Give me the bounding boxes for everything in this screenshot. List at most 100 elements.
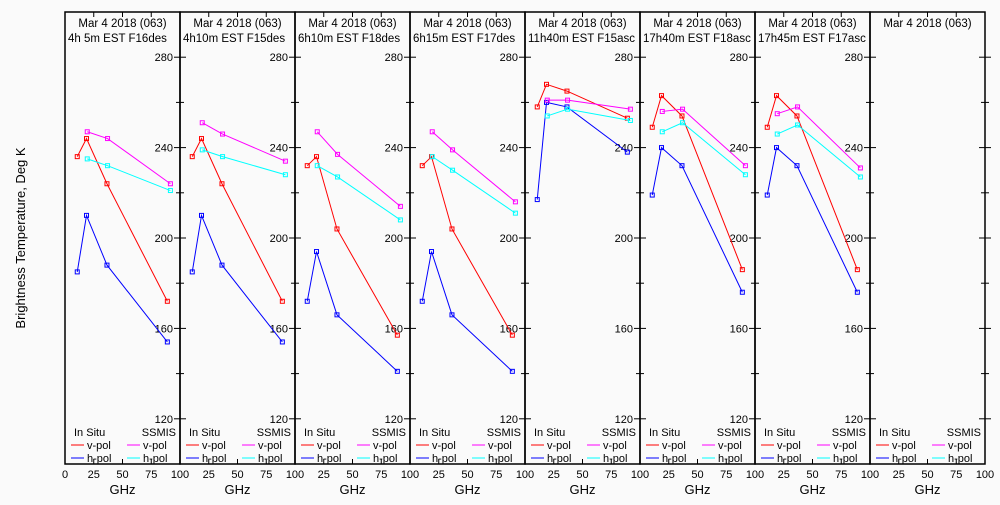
data-point-ssmis_h (282, 172, 288, 178)
y-tick-label: 120 (155, 414, 173, 426)
data-point-ssmis_h (167, 188, 173, 194)
x-tick-label: 75 (605, 469, 617, 481)
legend-label-insitu_v: v-pol (202, 440, 226, 452)
legend-label-ssmis_v: v-pol (718, 440, 742, 452)
data-point-insitu_h (394, 368, 400, 374)
x-tick-label: 75 (375, 469, 387, 481)
series-line-insitu_h (536, 101, 628, 200)
data-point-insitu_h (509, 368, 515, 374)
legend-group-ssmis: SSMIS (142, 427, 176, 439)
legend-group-ssmis: SSMIS (947, 427, 981, 439)
data-point-insitu_v (314, 154, 320, 160)
data-point-ssmis_v (84, 129, 90, 135)
panel-title-date: Mar 4 2018 (063) (308, 18, 396, 30)
data-point-insitu_h (429, 249, 435, 255)
y-tick-label: 240 (730, 143, 748, 155)
panel-title-time: 6h15m EST F17des (413, 33, 515, 45)
data-point-insitu_v (659, 93, 665, 99)
data-point-insitu_h (659, 145, 665, 151)
data-point-ssmis_h (84, 156, 90, 162)
data-point-insitu_v (449, 226, 455, 232)
data-point-ssmis_h (680, 120, 686, 126)
data-point-ssmis_v (429, 129, 435, 135)
x-tick-label: 50 (346, 469, 358, 481)
legend-label-ssmis_h: h-pol (143, 453, 167, 465)
data-point-insitu_v (164, 298, 170, 304)
y-tick-label: 200 (385, 233, 403, 245)
data-point-ssmis_h (429, 154, 435, 160)
x-tick-label: 25 (318, 469, 330, 481)
data-point-ssmis_h (795, 122, 801, 128)
data-point-insitu_h (279, 339, 285, 345)
data-point-ssmis_v (774, 111, 780, 117)
data-point-insitu_v (794, 113, 800, 119)
data-point-insitu_h (774, 145, 780, 151)
legend-label-ssmis_v: v-pol (373, 440, 397, 452)
data-point-ssmis_v (314, 129, 320, 135)
legend-group-insitu: In Situ (534, 427, 565, 439)
panel-title-time: 17h40m EST F18asc (643, 33, 751, 45)
x-tick-label: 75 (490, 469, 502, 481)
legend-label-ssmis_v: v-pol (603, 440, 627, 452)
data-point-insitu_v (419, 163, 425, 169)
series-line-ssmis_v (777, 106, 861, 169)
data-point-insitu_h (189, 269, 195, 275)
data-point-insitu_h (304, 298, 310, 304)
data-point-insitu_v (679, 113, 685, 119)
series-line-ssmis_v (87, 131, 171, 185)
data-point-ssmis_h (565, 106, 571, 112)
x-tick-label: 100 (861, 469, 879, 481)
data-point-ssmis_v (335, 151, 341, 157)
data-point-insitu_h (739, 289, 745, 295)
panel-title-date: Mar 4 2018 (063) (193, 18, 281, 30)
data-point-ssmis_h (857, 174, 863, 180)
legend-label-ssmis_h: h-pol (948, 453, 972, 465)
data-point-ssmis_v (742, 163, 748, 169)
series-line-insitu_v (306, 155, 398, 336)
data-point-insitu_v (84, 136, 90, 142)
y-tick-label: 280 (270, 52, 288, 64)
legend-group-ssmis: SSMIS (487, 427, 521, 439)
x-axis-label: GHz (225, 482, 251, 497)
data-point-insitu_h (84, 212, 90, 218)
legend-label-insitu_v: v-pol (432, 440, 456, 452)
legend-label-ssmis_v: v-pol (258, 440, 282, 452)
x-tick-label: 75 (950, 469, 962, 481)
x-tick-label: 100 (401, 469, 419, 481)
x-tick-label: 100 (171, 469, 189, 481)
x-tick-label: 100 (746, 469, 764, 481)
y-tick-label: 280 (385, 52, 403, 64)
data-point-insitu_h (679, 163, 685, 169)
panel-title-time: 4h 5m EST F16des (68, 33, 167, 45)
y-tick-label: 200 (270, 233, 288, 245)
data-point-ssmis_h (105, 163, 111, 169)
data-point-ssmis_v (282, 158, 288, 164)
legend-label-insitu_h: h-pol (317, 453, 341, 465)
data-point-insitu_h (74, 269, 80, 275)
y-tick-label: 280 (730, 52, 748, 64)
y-tick-label: 280 (615, 52, 633, 64)
data-point-insitu_h (419, 298, 425, 304)
data-point-insitu_h (164, 339, 170, 345)
y-tick-label: 200 (615, 233, 633, 245)
x-tick-label: 50 (576, 469, 588, 481)
legend-label-insitu_v: v-pol (87, 440, 111, 452)
data-point-insitu_v (219, 181, 225, 187)
legend-label-insitu_v: v-pol (892, 440, 916, 452)
x-tick-label: 50 (461, 469, 473, 481)
data-point-insitu_h (334, 312, 340, 318)
data-point-ssmis_v (512, 199, 518, 205)
y-tick-label: 120 (270, 414, 288, 426)
data-point-insitu_v (774, 93, 780, 99)
panel-title-time: 6h10m EST F18des (298, 33, 400, 45)
data-point-insitu_h (854, 289, 860, 295)
data-point-insitu_h (314, 249, 320, 255)
x-tick-label: 100 (631, 469, 649, 481)
series-line-ssmis_v (202, 122, 286, 162)
panel-title-date: Mar 4 2018 (063) (538, 18, 626, 30)
data-point-ssmis_v (565, 97, 571, 103)
series-line-ssmis_h (777, 124, 861, 178)
x-tick-label: 75 (145, 469, 157, 481)
x-tick-label: 50 (116, 469, 128, 481)
legend-label-ssmis_h: h-pol (373, 453, 397, 465)
